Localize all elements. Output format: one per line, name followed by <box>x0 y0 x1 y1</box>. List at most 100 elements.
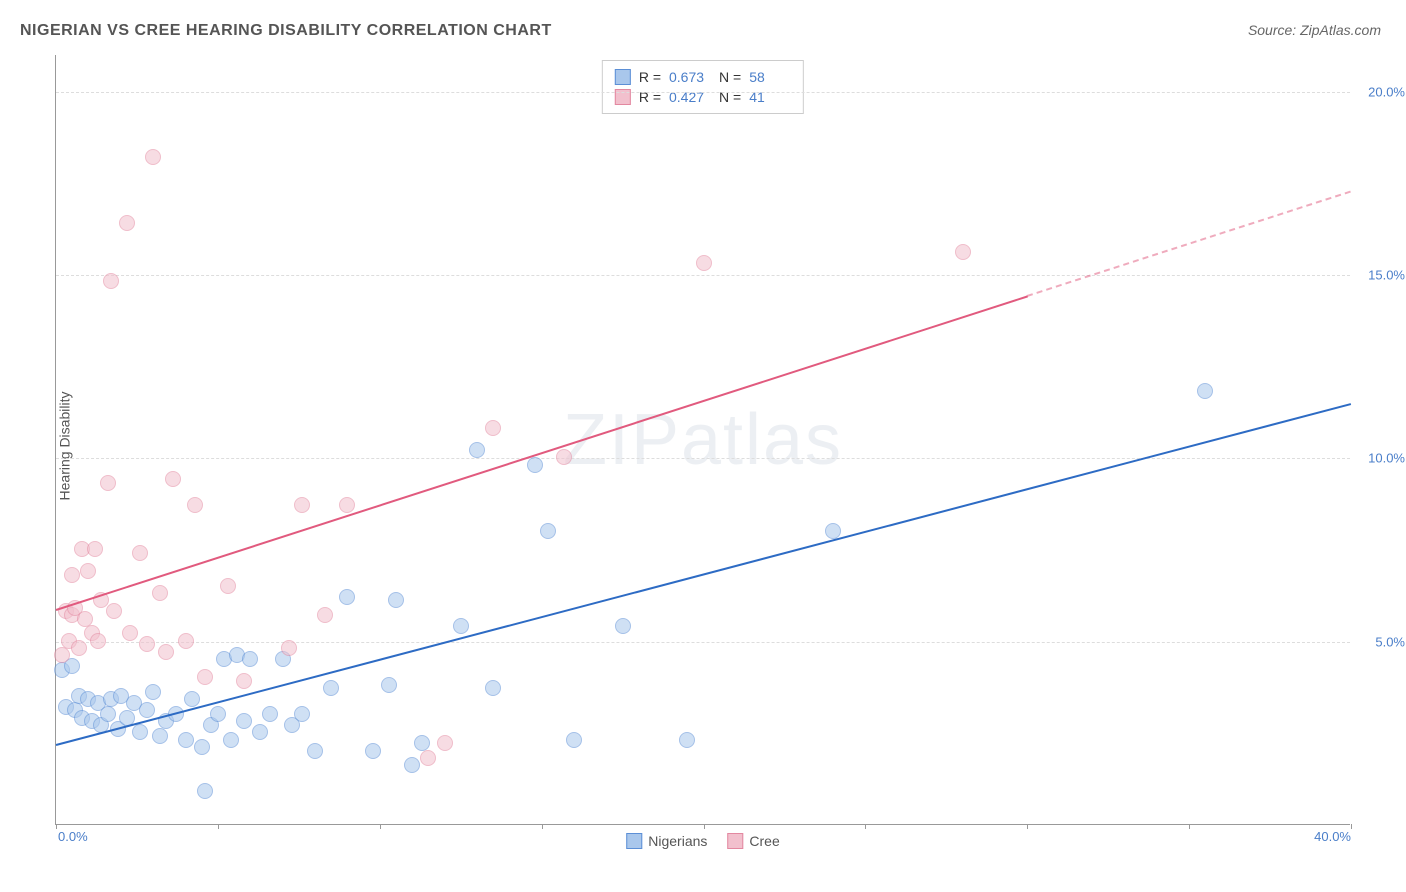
trend-line-nigerians <box>56 403 1352 746</box>
data-point-nigerians <box>679 732 695 748</box>
data-point-nigerians <box>414 735 430 751</box>
data-point-cree <box>294 497 310 513</box>
trend-line-cree <box>56 295 1028 610</box>
data-point-cree <box>100 475 116 491</box>
series-legend: Nigerians Cree <box>626 833 780 849</box>
gridline-horizontal <box>56 458 1350 459</box>
data-point-nigerians <box>178 732 194 748</box>
data-point-nigerians <box>323 680 339 696</box>
x-tick-mark <box>542 824 543 829</box>
data-point-cree <box>236 673 252 689</box>
x-tick-mark <box>704 824 705 829</box>
source-attribution: Source: ZipAtlas.com <box>1248 22 1381 38</box>
data-point-cree <box>80 563 96 579</box>
trend-line-cree <box>1027 191 1351 297</box>
data-point-cree <box>132 545 148 561</box>
data-point-cree <box>90 633 106 649</box>
data-point-cree <box>122 625 138 641</box>
data-point-cree <box>119 215 135 231</box>
x-tick-mark <box>1027 824 1028 829</box>
data-point-cree <box>77 611 93 627</box>
data-point-cree <box>103 273 119 289</box>
swatch-nigerians <box>615 69 631 85</box>
data-point-nigerians <box>223 732 239 748</box>
data-point-nigerians <box>485 680 501 696</box>
r-value-nigerians: 0.673 <box>669 69 711 85</box>
n-value-nigerians: 58 <box>749 69 791 85</box>
data-point-cree <box>87 541 103 557</box>
data-point-nigerians <box>152 728 168 744</box>
data-point-cree <box>187 497 203 513</box>
data-point-cree <box>197 669 213 685</box>
data-point-cree <box>64 567 80 583</box>
data-point-nigerians <box>139 702 155 718</box>
data-point-cree <box>152 585 168 601</box>
data-point-nigerians <box>242 651 258 667</box>
data-point-cree <box>955 244 971 260</box>
data-point-cree <box>71 640 87 656</box>
data-point-cree <box>317 607 333 623</box>
data-point-nigerians <box>825 523 841 539</box>
data-point-nigerians <box>365 743 381 759</box>
data-point-nigerians <box>307 743 323 759</box>
x-tick-mark <box>218 824 219 829</box>
data-point-nigerians <box>197 783 213 799</box>
x-tick-label: 40.0% <box>1314 829 1351 844</box>
data-point-nigerians <box>381 677 397 693</box>
x-tick-mark <box>1189 824 1190 829</box>
data-point-nigerians <box>294 706 310 722</box>
data-point-nigerians <box>388 592 404 608</box>
data-point-nigerians <box>184 691 200 707</box>
data-point-nigerians <box>1197 383 1213 399</box>
legend-swatch-cree <box>727 833 743 849</box>
x-tick-mark <box>380 824 381 829</box>
y-tick-label: 5.0% <box>1355 634 1405 649</box>
n-label: N = <box>719 69 741 85</box>
x-tick-mark <box>1351 824 1352 829</box>
data-point-nigerians <box>210 706 226 722</box>
data-point-cree <box>145 149 161 165</box>
data-point-nigerians <box>236 713 252 729</box>
x-tick-label: 0.0% <box>58 829 88 844</box>
data-point-cree <box>696 255 712 271</box>
data-point-nigerians <box>252 724 268 740</box>
y-tick-label: 10.0% <box>1355 451 1405 466</box>
data-point-cree <box>437 735 453 751</box>
stats-row-cree: R =0.427N =41 <box>615 87 791 107</box>
data-point-nigerians <box>566 732 582 748</box>
legend-item-nigerians: Nigerians <box>626 833 707 849</box>
data-point-cree <box>54 647 70 663</box>
x-tick-mark <box>56 824 57 829</box>
data-point-nigerians <box>540 523 556 539</box>
chart-title: NIGERIAN VS CREE HEARING DISABILITY CORR… <box>20 22 552 40</box>
data-point-cree <box>139 636 155 652</box>
data-point-cree <box>281 640 297 656</box>
chart-container: NIGERIAN VS CREE HEARING DISABILITY CORR… <box>0 0 1406 892</box>
gridline-horizontal <box>56 642 1350 643</box>
stats-legend-box: R =0.673N =58R =0.427N =41 <box>602 60 804 114</box>
data-point-nigerians <box>262 706 278 722</box>
data-point-cree <box>339 497 355 513</box>
data-point-nigerians <box>469 442 485 458</box>
data-point-nigerians <box>527 457 543 473</box>
y-tick-label: 20.0% <box>1355 84 1405 99</box>
plot-area: ZIPatlas R =0.673N =58R =0.427N =41 Nige… <box>55 55 1350 825</box>
data-point-nigerians <box>453 618 469 634</box>
data-point-cree <box>420 750 436 766</box>
data-point-nigerians <box>132 724 148 740</box>
legend-label-cree: Cree <box>749 833 779 849</box>
data-point-cree <box>220 578 236 594</box>
watermark-text: ZIPatlas <box>563 399 843 481</box>
y-tick-label: 15.0% <box>1355 268 1405 283</box>
data-point-cree <box>556 449 572 465</box>
legend-swatch-nigerians <box>626 833 642 849</box>
data-point-nigerians <box>615 618 631 634</box>
gridline-horizontal <box>56 92 1350 93</box>
data-point-cree <box>106 603 122 619</box>
legend-item-cree: Cree <box>727 833 779 849</box>
data-point-nigerians <box>100 706 116 722</box>
data-point-cree <box>178 633 194 649</box>
data-point-cree <box>158 644 174 660</box>
data-point-nigerians <box>404 757 420 773</box>
data-point-nigerians <box>339 589 355 605</box>
